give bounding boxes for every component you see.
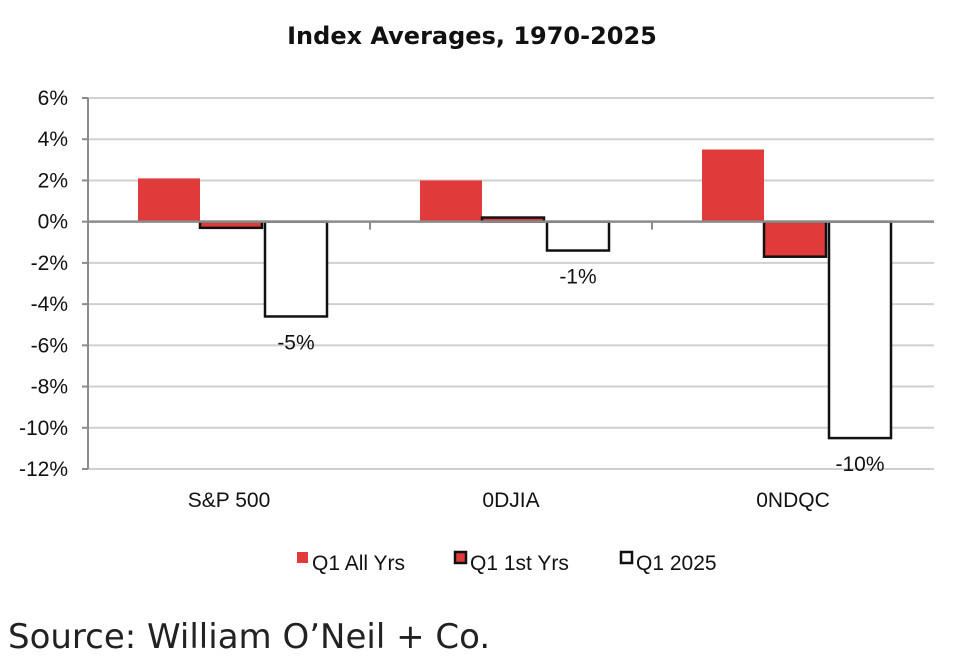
category-label: 0NDQC bbox=[756, 489, 830, 512]
y-tick-label: -2% bbox=[31, 252, 68, 275]
category-label: 0DJIA bbox=[482, 489, 539, 512]
data-label: -1% bbox=[559, 266, 596, 289]
bar bbox=[702, 149, 764, 222]
bar bbox=[138, 178, 200, 222]
chart-title: Index Averages, 1970-2025 bbox=[287, 22, 657, 50]
x-axis-category-labels: S&P 500 0DJIA 0NDQC bbox=[188, 489, 830, 512]
y-tick-label: -6% bbox=[31, 334, 68, 357]
y-tick-label: -12% bbox=[19, 458, 68, 481]
y-tick-label: 6% bbox=[38, 87, 68, 110]
axes bbox=[82, 97, 934, 470]
data-label: -10% bbox=[835, 453, 884, 476]
bar bbox=[545, 220, 611, 252]
y-tick-label: 4% bbox=[38, 128, 68, 151]
source-note: Source: William O’Neil + Co. bbox=[8, 617, 490, 657]
y-tick-label: 0% bbox=[38, 211, 68, 234]
legend: Q1 All Yrs Q1 1st Yrs Q1 2025 bbox=[297, 550, 717, 575]
category-label: S&P 500 bbox=[188, 489, 271, 512]
legend-label: Q1 All Yrs bbox=[312, 552, 405, 575]
data-label: -5% bbox=[277, 331, 314, 354]
y-tick-label: 2% bbox=[38, 169, 68, 192]
legend-label: Q1 2025 bbox=[636, 552, 717, 575]
bar bbox=[762, 220, 828, 258]
legend-swatch bbox=[619, 550, 634, 565]
y-tick-label: -10% bbox=[19, 417, 68, 440]
legend-label: Q1 1st Yrs bbox=[470, 552, 569, 575]
bar bbox=[420, 180, 482, 222]
y-tick-label: -4% bbox=[31, 293, 68, 316]
y-axis-tick-labels: 6% 4% 2% 0% -2% -4% -6% -8% -10% -12% bbox=[19, 87, 68, 481]
legend-swatch bbox=[297, 552, 308, 563]
y-tick-label: -8% bbox=[31, 376, 68, 399]
data-labels: -5% -1% -10% bbox=[277, 266, 884, 477]
bars bbox=[138, 149, 893, 440]
bar bbox=[263, 220, 329, 318]
legend-swatch bbox=[453, 550, 468, 565]
grid-lines bbox=[88, 97, 934, 470]
bar bbox=[827, 220, 893, 440]
